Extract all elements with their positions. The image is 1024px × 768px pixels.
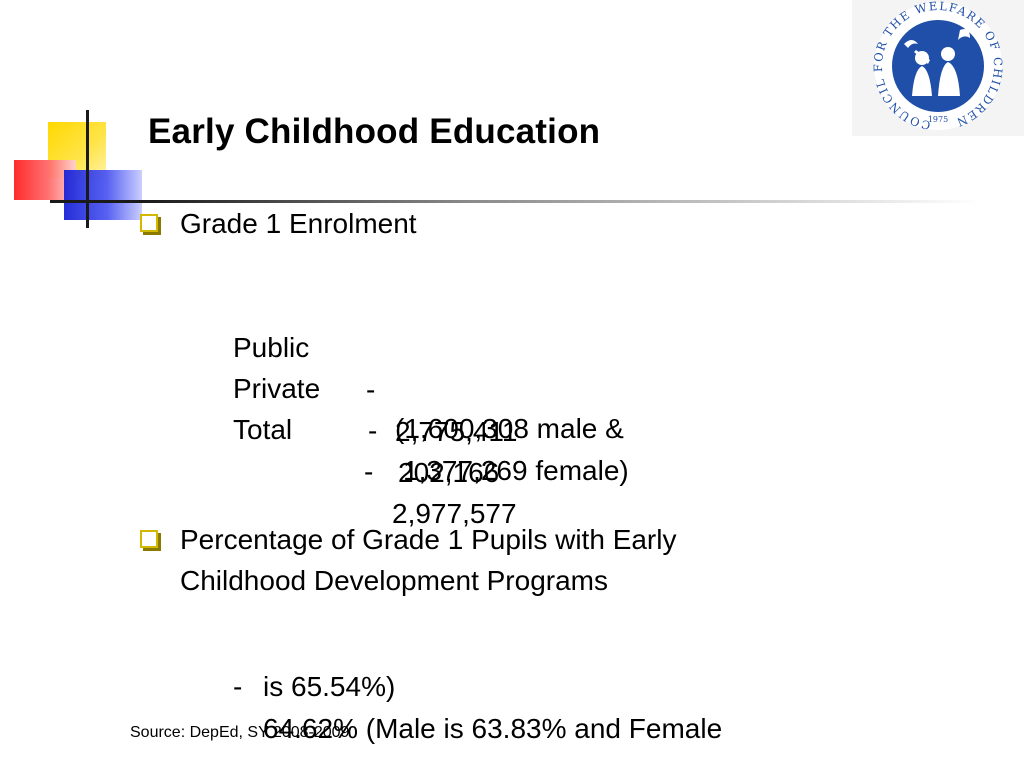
detail-sep: -	[233, 671, 243, 702]
row-sep: -	[368, 415, 378, 446]
row-value: 2,977,577	[392, 498, 517, 529]
enrolment-row-private: Private - 202,166	[233, 326, 499, 494]
row-name: Public	[233, 332, 310, 363]
enrolment-row-public: Public - 2,775,411	[233, 285, 518, 453]
enrolment-breakdown-female: 1,377,269 female)	[403, 455, 629, 486]
enrolment-breakdown-male: (1,600,308 male &	[395, 413, 624, 444]
ecd-detail-line-2: is 65.54%)	[263, 671, 396, 702]
row-value: 202,166	[398, 457, 500, 488]
logo-year: 1975	[928, 115, 948, 124]
enrolment-row-total: Total - 2,977,577	[233, 367, 517, 535]
source-note: Source: DepEd, SY 2008-2009	[130, 724, 350, 741]
decor-horizontal-rule	[50, 200, 980, 203]
decor-vertical-line	[86, 110, 89, 228]
row-name: Total	[233, 414, 293, 445]
cwc-logo-graphic: COUNCIL FOR THE WELFARE OF CHILDREN 1975	[871, 0, 1004, 133]
row-name: Private	[233, 373, 321, 404]
bullet-ecd-percentage: Percentage of Grade 1 Pupils with Early …	[140, 519, 800, 601]
cwc-logo: COUNCIL FOR THE WELFARE OF CHILDREN 1975	[852, 0, 1024, 136]
bullet-grade1-enrolment: Grade 1 Enrolment	[140, 203, 417, 244]
bullet-label: Grade 1 Enrolment	[180, 208, 417, 239]
detail-text: 64.62% (Male is 63.83% and Female	[263, 713, 723, 744]
slide-title: Early Childhood Education	[148, 112, 601, 151]
row-sep: -	[364, 456, 374, 487]
bullet-box-icon	[140, 214, 158, 232]
row-sep: -	[366, 374, 376, 405]
decor-blue-square	[64, 170, 142, 220]
ecd-detail-line-1: - 64.62% (Male is 63.83% and Female	[233, 624, 722, 750]
bullet-label: Percentage of Grade 1 Pupils with Early …	[180, 524, 677, 596]
row-value: 2,775,411	[395, 416, 518, 447]
bullet-box-icon	[140, 530, 158, 548]
